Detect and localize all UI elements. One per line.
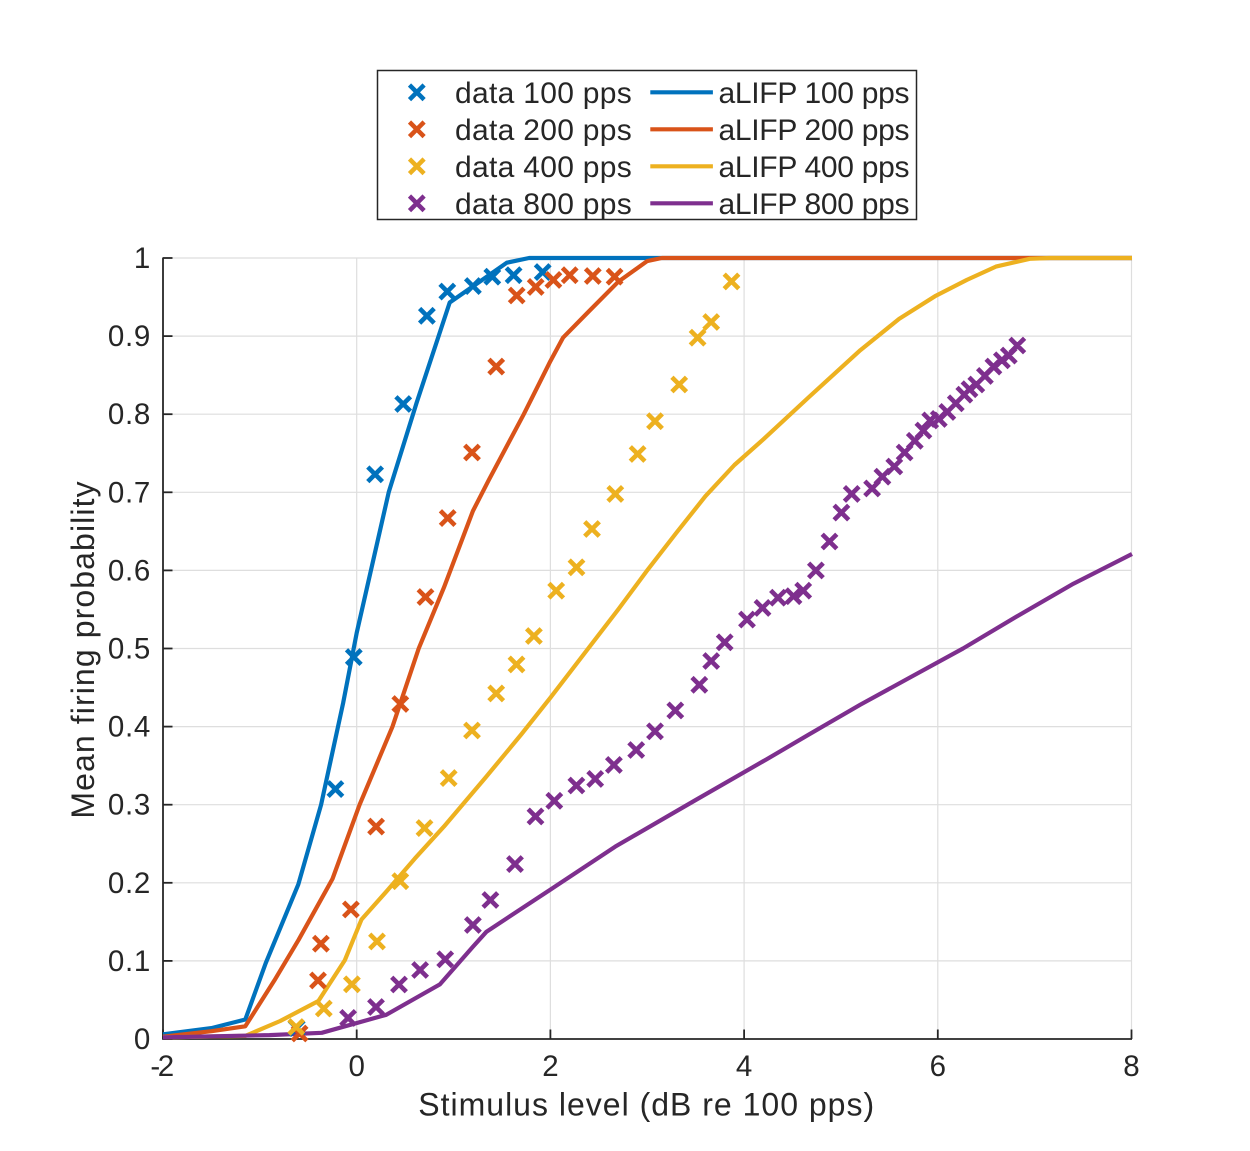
- svg-text:8: 8: [1123, 1050, 1139, 1083]
- svg-text:aLIFP 800 pps: aLIFP 800 pps: [719, 188, 910, 221]
- svg-text:aLIFP 400 pps: aLIFP 400 pps: [719, 151, 910, 184]
- svg-text:0.4: 0.4: [108, 711, 151, 744]
- svg-text:data 200 pps: data 200 pps: [455, 114, 632, 147]
- svg-text:6: 6: [930, 1050, 946, 1083]
- svg-text:1: 1: [134, 242, 151, 275]
- svg-text:-2: -2: [150, 1050, 172, 1083]
- svg-text:4: 4: [736, 1050, 752, 1083]
- svg-text:data 100 pps: data 100 pps: [455, 77, 632, 110]
- svg-text:Stimulus level (dB re 100 pps): Stimulus level (dB re 100 pps): [418, 1087, 875, 1123]
- svg-text:0.9: 0.9: [108, 320, 151, 353]
- svg-text:0: 0: [348, 1050, 364, 1083]
- svg-text:0: 0: [134, 1023, 151, 1056]
- svg-text:data 800 pps: data 800 pps: [455, 188, 632, 221]
- svg-text:2: 2: [542, 1050, 558, 1083]
- svg-text:0.7: 0.7: [108, 476, 151, 509]
- svg-text:0.1: 0.1: [108, 945, 151, 978]
- svg-text:aLIFP 200 pps: aLIFP 200 pps: [719, 114, 910, 147]
- svg-text:Mean firing probability: Mean firing probability: [65, 480, 101, 818]
- svg-text:0.8: 0.8: [108, 398, 151, 431]
- svg-text:data 400 pps: data 400 pps: [455, 151, 632, 184]
- svg-text:0.2: 0.2: [108, 867, 151, 900]
- svg-text:0.5: 0.5: [108, 633, 151, 666]
- svg-text:0.3: 0.3: [108, 789, 151, 822]
- svg-text:0.6: 0.6: [108, 554, 151, 587]
- svg-text:aLIFP 100 pps: aLIFP 100 pps: [719, 77, 910, 110]
